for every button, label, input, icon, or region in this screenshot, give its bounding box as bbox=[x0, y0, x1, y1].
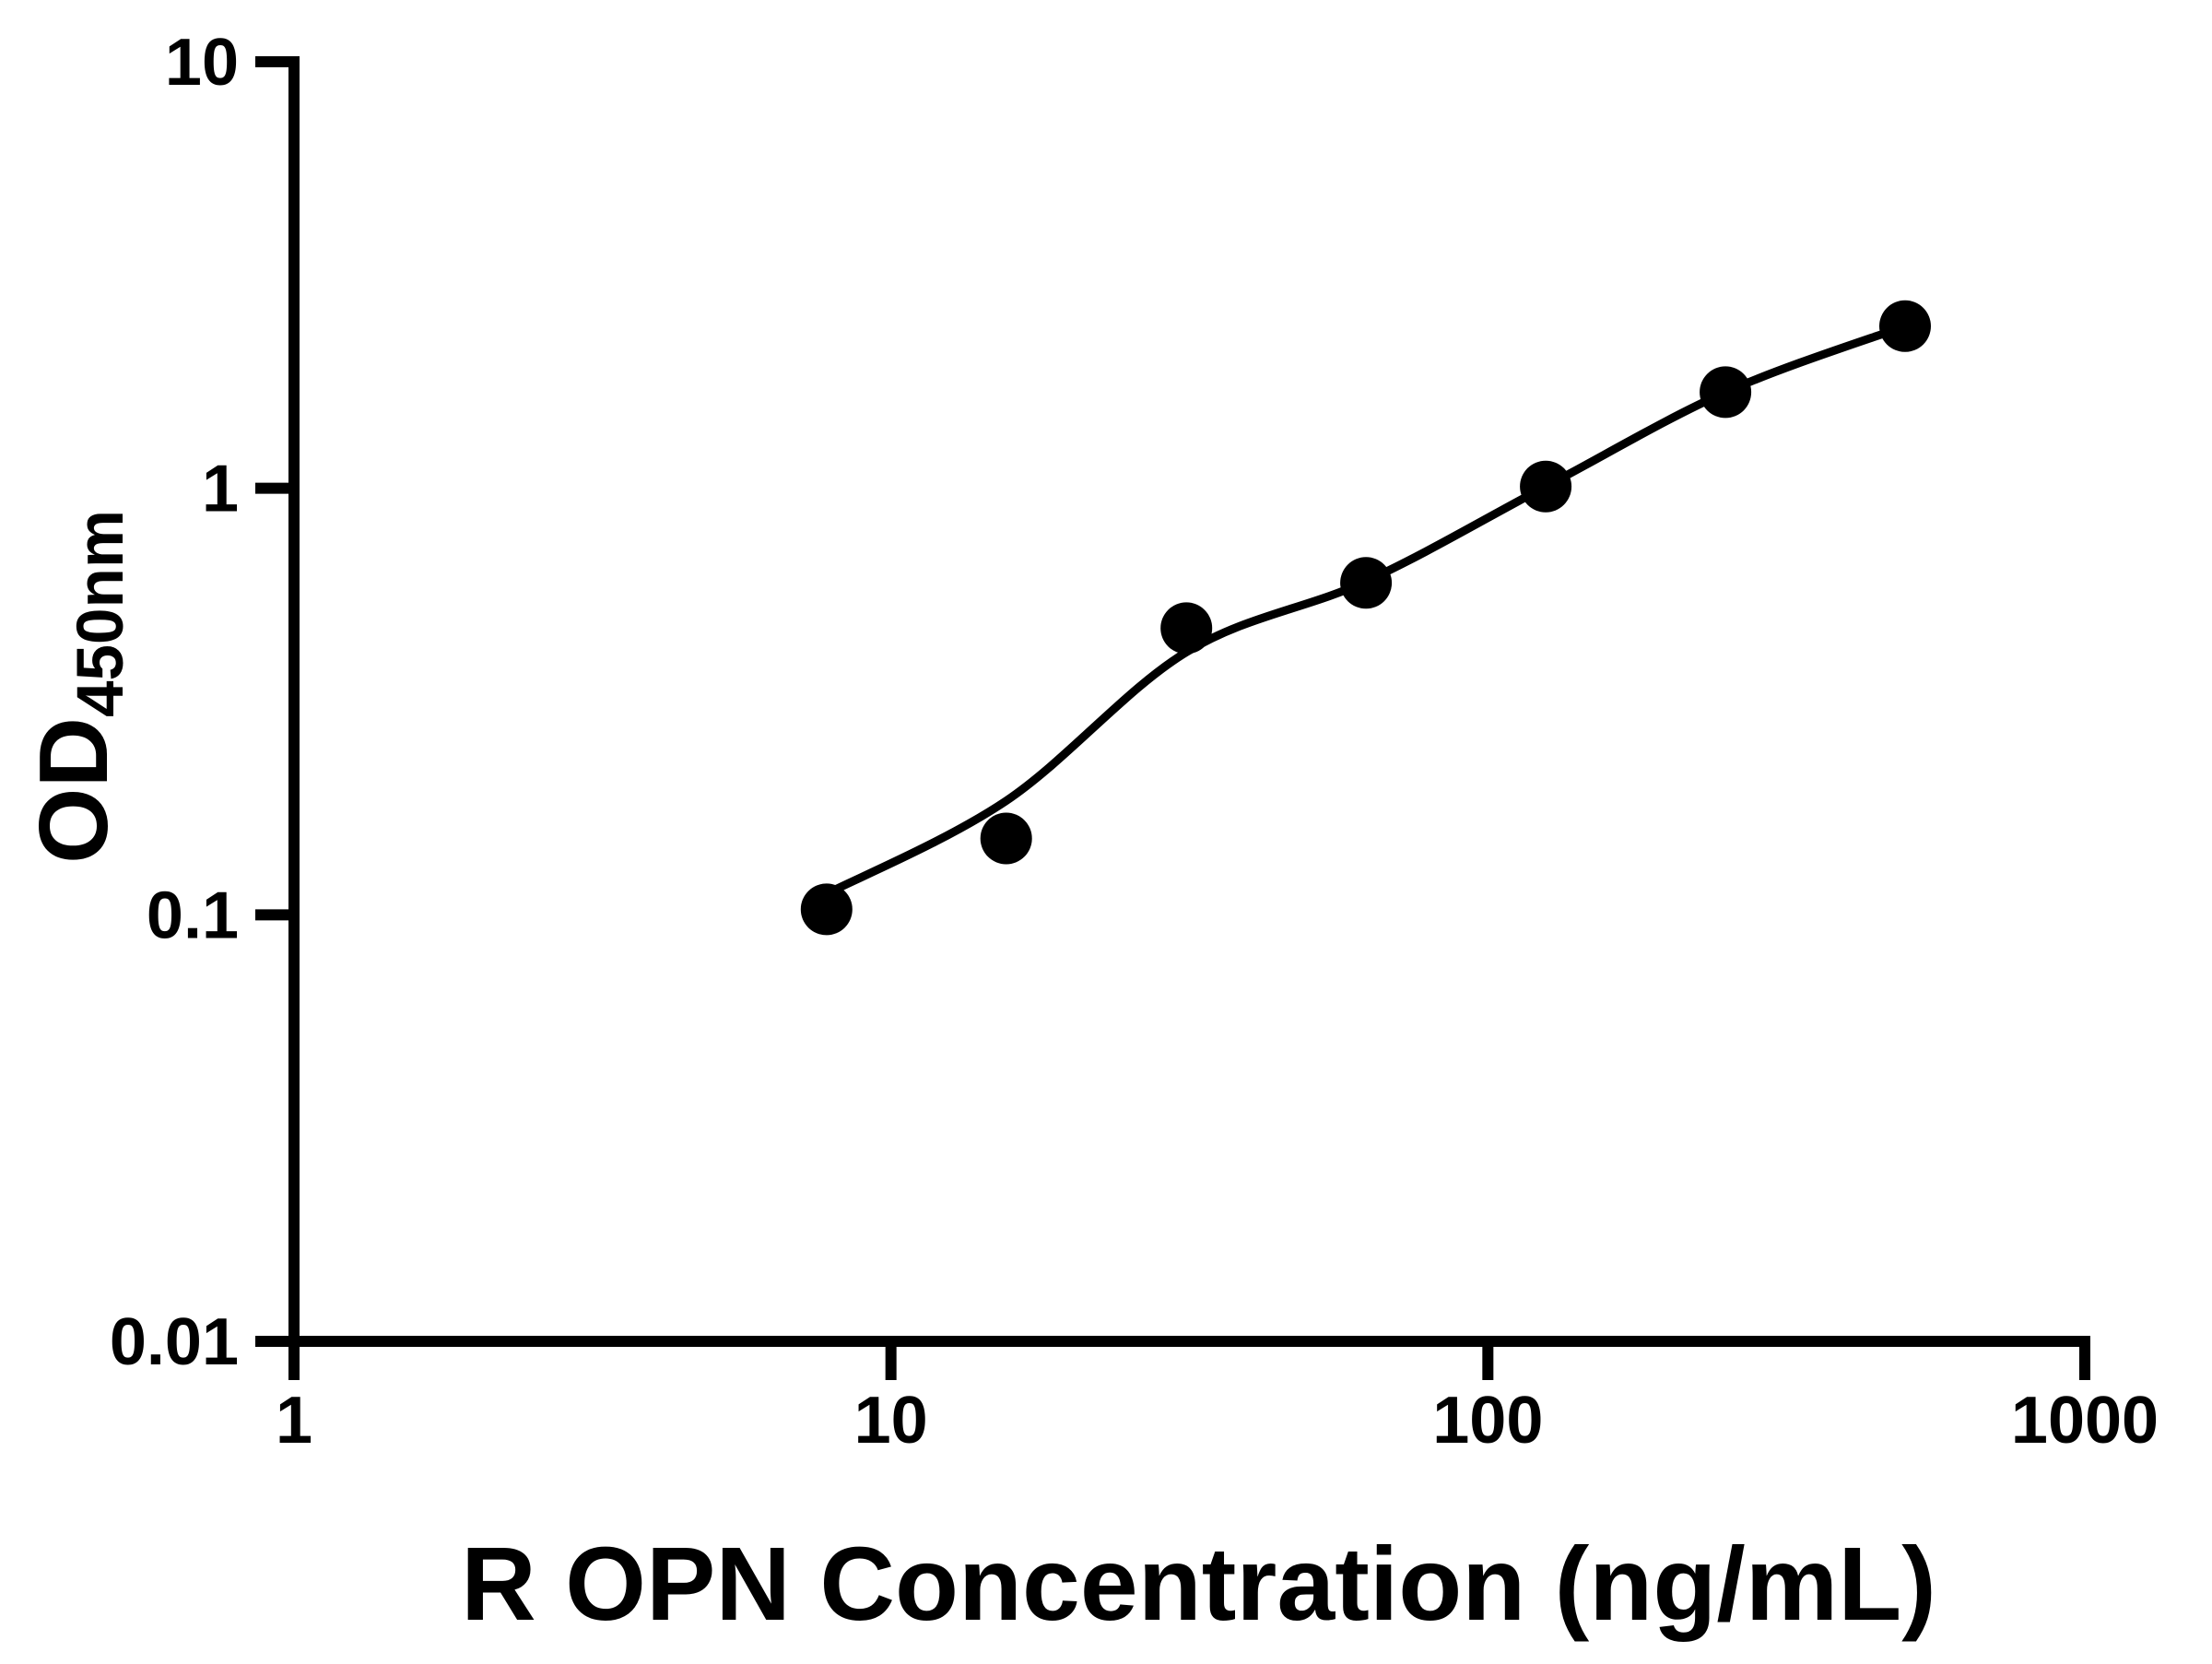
data-point-marker bbox=[800, 883, 853, 936]
x-axis-tick-label: 100 bbox=[1432, 1384, 1543, 1457]
data-point-marker bbox=[1700, 366, 1752, 419]
y-axis-tick-label: 0.1 bbox=[147, 879, 239, 952]
data-point-marker bbox=[1340, 557, 1393, 609]
x-axis-tick-label: 10 bbox=[854, 1384, 928, 1457]
y-axis-title-subscript: 450nm bbox=[65, 510, 137, 717]
y-axis-tick-label: 10 bbox=[165, 26, 239, 100]
x-axis-tick-label: 1 bbox=[276, 1384, 312, 1457]
y-axis-tick-label: 0.01 bbox=[110, 1305, 239, 1379]
data-point-marker bbox=[1879, 300, 1931, 352]
data-point-marker bbox=[980, 812, 1032, 865]
y-axis-title: OD450nm bbox=[19, 510, 137, 864]
x-axis-title: R OPN Concentration (ng/mL) bbox=[461, 1526, 1936, 1642]
data-point-marker bbox=[1520, 460, 1572, 513]
x-axis-tick-label: 1000 bbox=[2011, 1384, 2159, 1457]
data-point-marker bbox=[1160, 602, 1213, 655]
y-axis-tick-label: 1 bbox=[202, 453, 239, 526]
y-axis-title-main: OD bbox=[19, 717, 128, 864]
